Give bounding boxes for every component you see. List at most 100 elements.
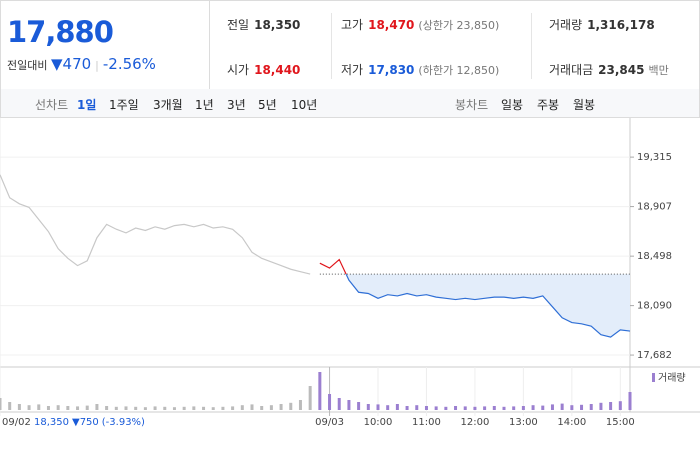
stat-value: 18,470 [368, 18, 415, 32]
volume-bar [27, 405, 31, 410]
x-tick-label: 09/03 [315, 417, 344, 428]
volume-bar [366, 404, 370, 410]
chart: 19,315 18,907 18,498 18,090 17,682 09/02 09/03… [0, 118, 700, 428]
volume-bar [8, 402, 12, 410]
volume-bar [521, 406, 525, 410]
volume-legend: 거래량 [658, 372, 686, 384]
volume-bar [405, 406, 409, 410]
stat-label: 고가 [341, 18, 364, 32]
stat-value: 18,350 [254, 18, 301, 32]
volume-bar [153, 406, 157, 410]
volume-bar [463, 406, 467, 410]
period-tab[interactable]: 10년 [291, 98, 318, 112]
period-tab[interactable]: 1년 [195, 98, 214, 112]
prev-change_pct: (-3.93%) [102, 417, 145, 428]
volume-bar [240, 405, 244, 410]
candle-tab[interactable]: 일봉 [501, 98, 524, 112]
volume-bar [434, 406, 438, 410]
volume-bar [337, 398, 341, 410]
stat-label: 시가 [227, 63, 250, 77]
volume-bar [163, 406, 167, 410]
change-pct: -2.56% [102, 55, 156, 73]
y-tick-label: 18,498 [637, 251, 672, 262]
volume-bar [531, 405, 535, 410]
volume-bar [105, 406, 109, 410]
volume-bar [269, 405, 273, 410]
volume-bar [347, 400, 351, 410]
volume-bar [550, 404, 554, 410]
quote-header: 17,880 전일대비 ▼470 | -2.56% 전일 18,350 고가 18,470… [0, 0, 700, 90]
volume-bar [182, 406, 186, 410]
prev-change: ▼750 [72, 417, 99, 428]
stat: 고가 18,470 (상한가 23,850) [341, 16, 499, 33]
change-value: ▼470 [50, 55, 92, 73]
x-tick-label: 14:00 [557, 417, 586, 428]
period-tab[interactable]: 5년 [258, 98, 277, 112]
change-label: 전일대비 [7, 59, 48, 72]
stat-value: 23,845 [598, 63, 645, 77]
stat-label: 거래대금 [549, 63, 594, 77]
y-tick-label: 18,090 [637, 301, 672, 312]
volume-bar [444, 406, 448, 410]
prev-close: 18,350 [34, 417, 69, 428]
period-tab[interactable]: 3개월 [153, 98, 183, 112]
volume-bar [580, 404, 584, 410]
volume-bar [483, 406, 487, 410]
tab-label: 선차트 [35, 98, 69, 112]
volume-bar [415, 405, 419, 410]
stat-note: 백만 [648, 64, 669, 77]
volume-bar [221, 406, 225, 410]
volume-bar [76, 406, 80, 410]
volume-bar [298, 400, 302, 410]
stat-label: 거래량 [549, 18, 583, 32]
volume-bar [56, 405, 60, 410]
volume-bar [124, 406, 128, 410]
price-box: 17,880 전일대비 ▼470 | -2.56% [1, 1, 210, 89]
volume-bar [0, 398, 2, 410]
volume-bar [541, 405, 545, 410]
volume-bar [376, 404, 380, 410]
volume-bar [628, 392, 632, 410]
period-tab[interactable]: 3년 [227, 98, 246, 112]
stat-note: (하한가 12,850) [418, 64, 500, 77]
y-tick-label: 18,907 [637, 202, 672, 213]
stat: 거래대금 23,845 백만 [549, 61, 669, 78]
y-tick-label: 17,682 [637, 350, 672, 361]
volume-bar [308, 386, 312, 410]
volume-bar [143, 407, 147, 410]
volume-bar [202, 406, 206, 410]
candle-tab[interactable]: 월봉 [573, 98, 596, 112]
period-tab[interactable]: 1주일 [109, 98, 139, 112]
volume-bar [618, 401, 622, 410]
volume-bar [134, 406, 138, 410]
volume-bar [570, 405, 574, 410]
period-tab[interactable]: 1일 [77, 98, 97, 112]
tab-bar: 선차트 1일 1주일 3개월 1년 3년 5년 10년 봉차트 일봉 주봉 월봉 [0, 89, 700, 118]
volume-bar [260, 406, 264, 410]
volume-bar [318, 372, 322, 410]
stat: 저가 17,830 (하한가 12,850) [341, 61, 499, 78]
volume-bar [231, 406, 235, 410]
candle-tab[interactable]: 주봉 [537, 98, 560, 112]
volume-bar [279, 404, 283, 410]
volume-bar [211, 407, 215, 410]
x-tick-label: 13:00 [509, 417, 538, 428]
x-tick-label: 11:00 [412, 417, 441, 428]
volume-bar [172, 407, 176, 410]
volume-bar [424, 406, 428, 410]
volume-bar [395, 404, 399, 410]
change: 전일대비 ▼470 | -2.56% [7, 55, 156, 73]
x-tick-label: 09/02 [2, 417, 31, 428]
stat-note: (상한가 23,850) [418, 19, 500, 32]
x-tick-label: 10:00 [364, 417, 393, 428]
volume-bar [85, 405, 89, 410]
volume-bar [492, 406, 496, 410]
price: 17,880 [7, 15, 114, 49]
volume-bar [502, 406, 506, 410]
x-tick-label: 15:00 [606, 417, 635, 428]
volume-bar [560, 403, 564, 410]
volume-legend-swatch [652, 373, 655, 382]
volume-bar [114, 406, 118, 410]
volume-bar [289, 402, 293, 410]
volume-bar [66, 406, 70, 410]
